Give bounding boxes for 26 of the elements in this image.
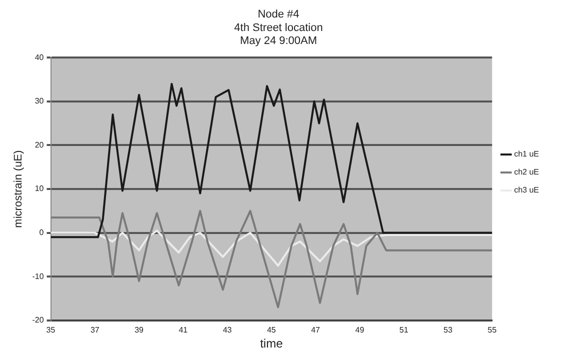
x-axis-title: time xyxy=(260,336,284,350)
y-tick-label: 0 xyxy=(39,228,44,238)
x-tick-label: 43 xyxy=(222,325,232,334)
y-tick-label: 40 xyxy=(34,52,44,62)
x-tick-label: 35 xyxy=(46,325,56,334)
y-tick-label: -10 xyxy=(32,272,44,281)
x-tick-label: 41 xyxy=(178,325,188,334)
x-tick-label: 39 xyxy=(134,325,144,334)
x-tick-label: 49 xyxy=(355,325,365,334)
y-tick-label: 10 xyxy=(34,184,44,194)
x-tick-label: 37 xyxy=(90,325,100,334)
text: 4th Street location xyxy=(234,22,323,34)
legend-label: ch1 uE xyxy=(514,150,539,159)
x-tick-label: 53 xyxy=(444,325,453,334)
text: Node #4 xyxy=(258,8,300,21)
legend-label: ch3 uE xyxy=(514,186,539,195)
x-tick-label: 55 xyxy=(488,325,498,334)
y-tick-label: 20 xyxy=(34,140,44,150)
x-tick-label: 47 xyxy=(311,325,321,334)
text: May 24 9:00AM xyxy=(240,35,318,48)
y-axis-title: microstrain (uE) xyxy=(12,150,25,228)
legend-label: ch2 uE xyxy=(514,168,539,177)
y-tick-label: 30 xyxy=(34,96,44,106)
x-tick-label: 51 xyxy=(399,325,409,334)
y-tick-label: -20 xyxy=(32,316,44,325)
x-tick-label: 45 xyxy=(266,325,276,334)
